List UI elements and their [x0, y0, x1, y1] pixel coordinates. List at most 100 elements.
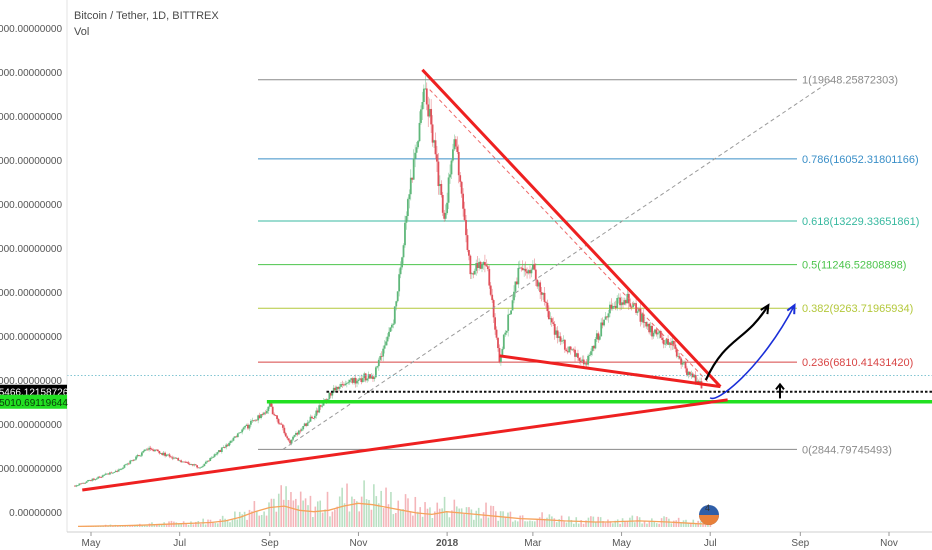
time-axis-tick-label: Sep [791, 538, 809, 549]
symbol-title[interactable]: Bitcoin / Tether, 1D, BITTREX [74, 10, 219, 22]
fib-trend-diagonal[interactable] [282, 79, 833, 450]
chart-legend: Bitcoin / Tether, 1D, BITTREX Vol [74, 8, 219, 40]
candle-body [245, 424, 248, 427]
dashed-red-trendline[interactable] [429, 89, 711, 385]
volume-bar [229, 522, 231, 527]
candle-body [427, 104, 430, 117]
candle-body [623, 300, 626, 305]
candle-body [360, 378, 363, 383]
volume-bar [314, 506, 317, 527]
candle-body [578, 357, 581, 361]
candle-body [643, 322, 646, 323]
volume-bar [641, 523, 643, 527]
candle-body [383, 345, 386, 349]
candle-body [379, 356, 382, 360]
candle-body [254, 419, 257, 421]
candle-body [265, 410, 268, 414]
volume-bar [204, 524, 207, 527]
volume-bar [236, 519, 239, 527]
volume-bar [497, 520, 500, 527]
news-badge[interactable]: 4 [699, 503, 719, 525]
volume-bar [295, 498, 297, 527]
candle-body [597, 333, 600, 340]
long-support-trendline[interactable] [82, 398, 728, 492]
volume-bar [207, 519, 209, 527]
volume-bar [124, 525, 126, 527]
lower-trendline[interactable] [499, 354, 721, 389]
volume-bar [331, 511, 334, 527]
candle-body [206, 460, 209, 462]
volume-bar [536, 518, 539, 527]
news-badge-count: 4 [705, 503, 710, 513]
volume-indicator-label[interactable]: Vol [74, 26, 90, 38]
candle-body [469, 255, 472, 275]
candle-body [273, 414, 276, 416]
candle-body [460, 181, 463, 194]
candle-body [235, 436, 238, 438]
volume-bar [507, 512, 509, 527]
upper-trendline[interactable] [421, 68, 722, 388]
candle-body [372, 376, 374, 380]
volume-bar [282, 499, 285, 527]
candle-body [390, 324, 393, 328]
volume-bar [538, 517, 541, 527]
candle-body [79, 483, 82, 485]
candle-body [520, 267, 523, 269]
candle-body [363, 373, 366, 379]
candle-body [126, 463, 129, 465]
volume-bar [477, 507, 480, 527]
candle-body [239, 432, 242, 434]
candle-body [154, 449, 156, 452]
volume-bar [263, 511, 265, 527]
blue-forecast-curve[interactable] [709, 304, 796, 400]
volume-bar [365, 499, 368, 527]
time-axis-tick-label: May [612, 538, 631, 549]
volume-bar [375, 496, 378, 527]
candle-body [531, 264, 534, 270]
candle-body [156, 449, 159, 451]
volume-bar [524, 521, 526, 527]
volume-bar [360, 496, 363, 527]
candle-body [216, 452, 219, 455]
candle-body [444, 213, 447, 219]
candle-body [364, 373, 367, 381]
candle-body [117, 469, 120, 472]
volume-bar [338, 496, 341, 527]
volume-bar [256, 511, 258, 527]
candle-body [162, 452, 165, 455]
price-axis-tick-label: 4000.00000000 [0, 420, 62, 431]
volume-bar [594, 521, 597, 527]
candle-body [370, 376, 373, 379]
volume-bar [682, 520, 685, 527]
volume-bar [246, 519, 248, 527]
candle-body [441, 194, 444, 213]
candle-body [297, 430, 300, 435]
candle-body [277, 419, 280, 424]
candle-body [690, 373, 693, 375]
candle-body [549, 318, 552, 320]
candle-body [422, 88, 425, 103]
volume-bar [602, 521, 604, 527]
candle-body [649, 325, 652, 333]
candle-body [103, 474, 105, 476]
candle-body [299, 430, 302, 432]
candle-body [481, 264, 483, 269]
candle-body [523, 268, 526, 271]
candle-body [574, 349, 576, 357]
candle-body [75, 485, 78, 487]
candle-body [575, 353, 578, 357]
small-up-arrow-icon[interactable] [775, 382, 785, 399]
volume-bar [629, 517, 631, 527]
volume-bar [390, 491, 392, 527]
price-axis-tick-label: 6000.00000000 [0, 376, 62, 387]
candle-body [457, 151, 460, 176]
candle-body [453, 139, 456, 150]
black-forecast-curve[interactable] [704, 304, 770, 381]
volume-bar [307, 505, 309, 527]
candle-body [300, 429, 303, 431]
candle-body [328, 392, 331, 400]
candle-body [610, 304, 613, 309]
volume-bar [487, 517, 490, 527]
volume-bar [658, 523, 660, 527]
